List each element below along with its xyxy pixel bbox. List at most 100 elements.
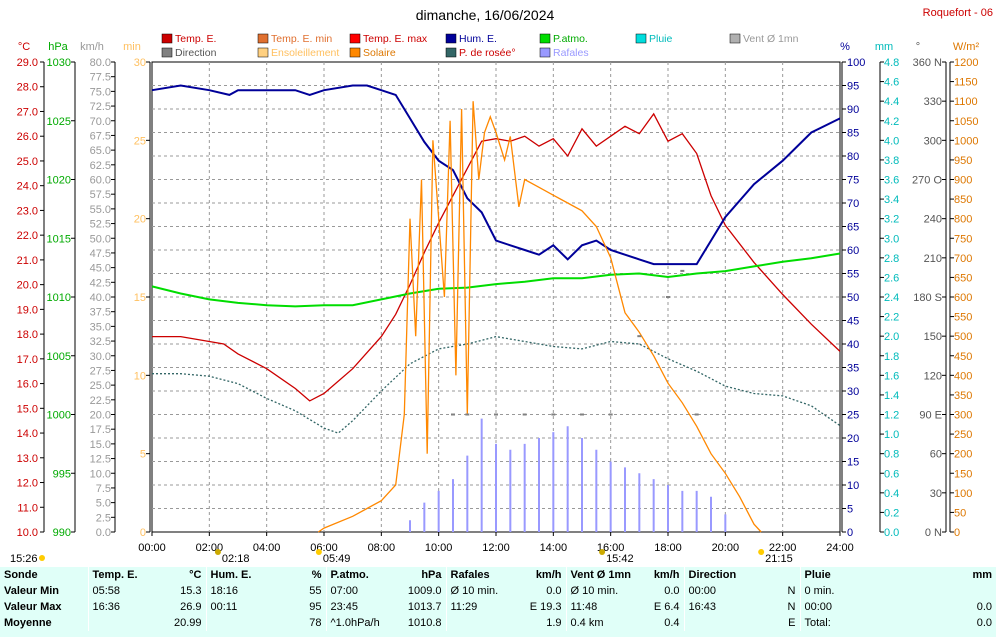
stats-cell-time: 11:48 <box>565 599 624 615</box>
dir-tick-label: 210 <box>924 253 942 265</box>
wind-tick-label: 50.0 <box>90 233 111 245</box>
legend-swatch <box>161 47 173 58</box>
wind-tick-label: 10.0 <box>90 468 111 480</box>
direction-mark <box>608 413 613 416</box>
press-tick-label: 1010 <box>47 292 71 304</box>
solaire-line <box>317 101 762 533</box>
rain-unit-label: mm <box>875 41 893 53</box>
dir-unit-label: ° <box>916 41 920 53</box>
time-tick-label: 24:00 <box>826 542 854 554</box>
solar-tick-label: 500 <box>954 331 972 343</box>
dir-tick-label: 60 <box>930 449 942 461</box>
temp-tick-label: 25.0 <box>17 156 38 168</box>
temp-tick-label: 22.0 <box>17 230 38 242</box>
temp-tick-label: 28.0 <box>17 82 38 94</box>
stats-cell-value: E <box>788 617 796 629</box>
wind-tick-label: 25.0 <box>90 380 111 392</box>
direction-mark <box>551 413 556 416</box>
stats-row-label: Valeur Min <box>4 585 60 597</box>
event-time-label: 15:26 <box>10 553 38 565</box>
stats-cell-time: 07:00 <box>325 583 384 599</box>
stats-row: Moyenne 20.99 78 ^1.0hPa/h 1010.8 1.9 0.4 km 0.… <box>0 615 996 631</box>
temp-tick-label: 26.0 <box>17 131 38 143</box>
stats-header-unit: °C <box>189 569 202 581</box>
dir-tick-label: 180 S <box>913 292 942 304</box>
legend-label: Ensoleillement <box>271 47 339 59</box>
hum-tick-label: 20 <box>847 433 859 445</box>
wind-tick-label: 42.5 <box>90 277 111 289</box>
astro-events: 15:26 02:18 05:49 15:42 21:15 <box>10 549 793 565</box>
stats-cell-value: 0.4 <box>664 617 680 629</box>
solar-tick-label: 650 <box>954 272 972 284</box>
stats-cell-time <box>205 615 264 631</box>
dir-tick-label: 120 <box>924 370 942 382</box>
temp-tick-label: 11.0 <box>17 502 38 514</box>
direction-mark <box>680 269 685 272</box>
chart-title: dimanche, 16/06/2024 <box>416 7 555 23</box>
solar-tick-label: 150 <box>954 468 972 480</box>
dir-tick-label: 150 <box>924 331 942 343</box>
rain-tick-label: 3.6 <box>884 175 899 187</box>
time-tick-label: 18:00 <box>654 542 682 554</box>
time-tick-label: 00:00 <box>138 542 166 554</box>
dir-tick-label: 0 N <box>925 527 942 539</box>
legend-swatch <box>539 47 551 58</box>
hum-tick-label: 60 <box>847 245 859 257</box>
wind-tick-label: 22.5 <box>90 395 111 407</box>
stats-cell-time: Ø 10 min. <box>445 583 504 599</box>
hum-tick-label: 70 <box>847 198 859 210</box>
rain-tick-label: 1.4 <box>884 390 899 402</box>
p-atmo-line <box>151 252 841 308</box>
moonset-icon <box>214 549 221 555</box>
stats-cell-time: 00:11 <box>205 599 264 615</box>
wind-tick-label: 35.0 <box>90 321 111 333</box>
temp-tick-label: 29.0 <box>17 57 38 69</box>
sunrise-icon <box>315 549 322 555</box>
press-tick-label: 995 <box>53 468 71 480</box>
direction-mark <box>694 413 699 416</box>
solar-tick-label: 450 <box>954 351 972 363</box>
stats-header-unit: % <box>311 569 322 581</box>
wind-tick-label: 55.0 <box>90 204 111 216</box>
temp-tick-label: 24.0 <box>17 181 38 193</box>
rain-tick-label: 0.4 <box>884 488 899 500</box>
solar-tick-label: 350 <box>954 390 972 402</box>
legend-swatch <box>445 33 457 44</box>
axes-group: 29.0 28.0 27.0 26.0 25.0 24.0 23.0 22.0 21.0 20.0… <box>17 41 980 539</box>
hum-tick-label: 50 <box>847 292 859 304</box>
legend-label: Rafales <box>553 47 589 59</box>
event-time-label: 02:18 <box>222 553 250 565</box>
hum-tick-label: 85 <box>847 128 859 140</box>
wind-tick-label: 0.0 <box>96 527 111 539</box>
rain-tick-label: 3.2 <box>884 214 899 226</box>
stats-header-unit: km/h <box>535 569 562 581</box>
stats-cell-time <box>683 615 740 631</box>
solar-tick-label: 100 <box>954 488 972 500</box>
stats-cell-time: ^1.0hPa/h <box>325 615 384 631</box>
legend-swatch <box>729 33 741 44</box>
chart-legend: Temp. E. Temp. E. min Temp. E. max Hum. E. P… <box>161 33 799 59</box>
hum-tick-label: 75 <box>847 175 859 187</box>
stats-cell-value: 1.9 <box>546 617 562 629</box>
hum-tick-label: 55 <box>847 269 859 281</box>
time-tick-label: 20:00 <box>712 542 740 554</box>
temp-tick-label: 13.0 <box>17 453 38 465</box>
rain-tick-label: 2.6 <box>884 272 899 284</box>
stats-cell-time <box>87 615 144 631</box>
stats-header-unit: mm <box>972 569 992 581</box>
event-time-label: 05:49 <box>323 553 351 565</box>
direction-mark <box>465 413 470 416</box>
stats-header-title: Temp. E. <box>87 567 144 583</box>
hum-unit-label: % <box>840 41 850 53</box>
sun-tick-label: 0 <box>140 527 146 539</box>
solar-tick-label: 1200 <box>954 57 978 69</box>
legend-swatch <box>635 33 647 44</box>
stats-cell-value: 15.3 <box>180 585 202 597</box>
rain-tick-label: 1.0 <box>884 429 899 441</box>
stats-cell-time: 18:16 <box>205 583 264 599</box>
stats-header-title: P.atmo. <box>325 567 384 583</box>
wind-tick-label: 40.0 <box>90 292 111 304</box>
rain-tick-label: 4.0 <box>884 135 899 147</box>
sun-tick-label: 30 <box>134 57 146 69</box>
temp-tick-label: 19.0 <box>17 304 38 316</box>
